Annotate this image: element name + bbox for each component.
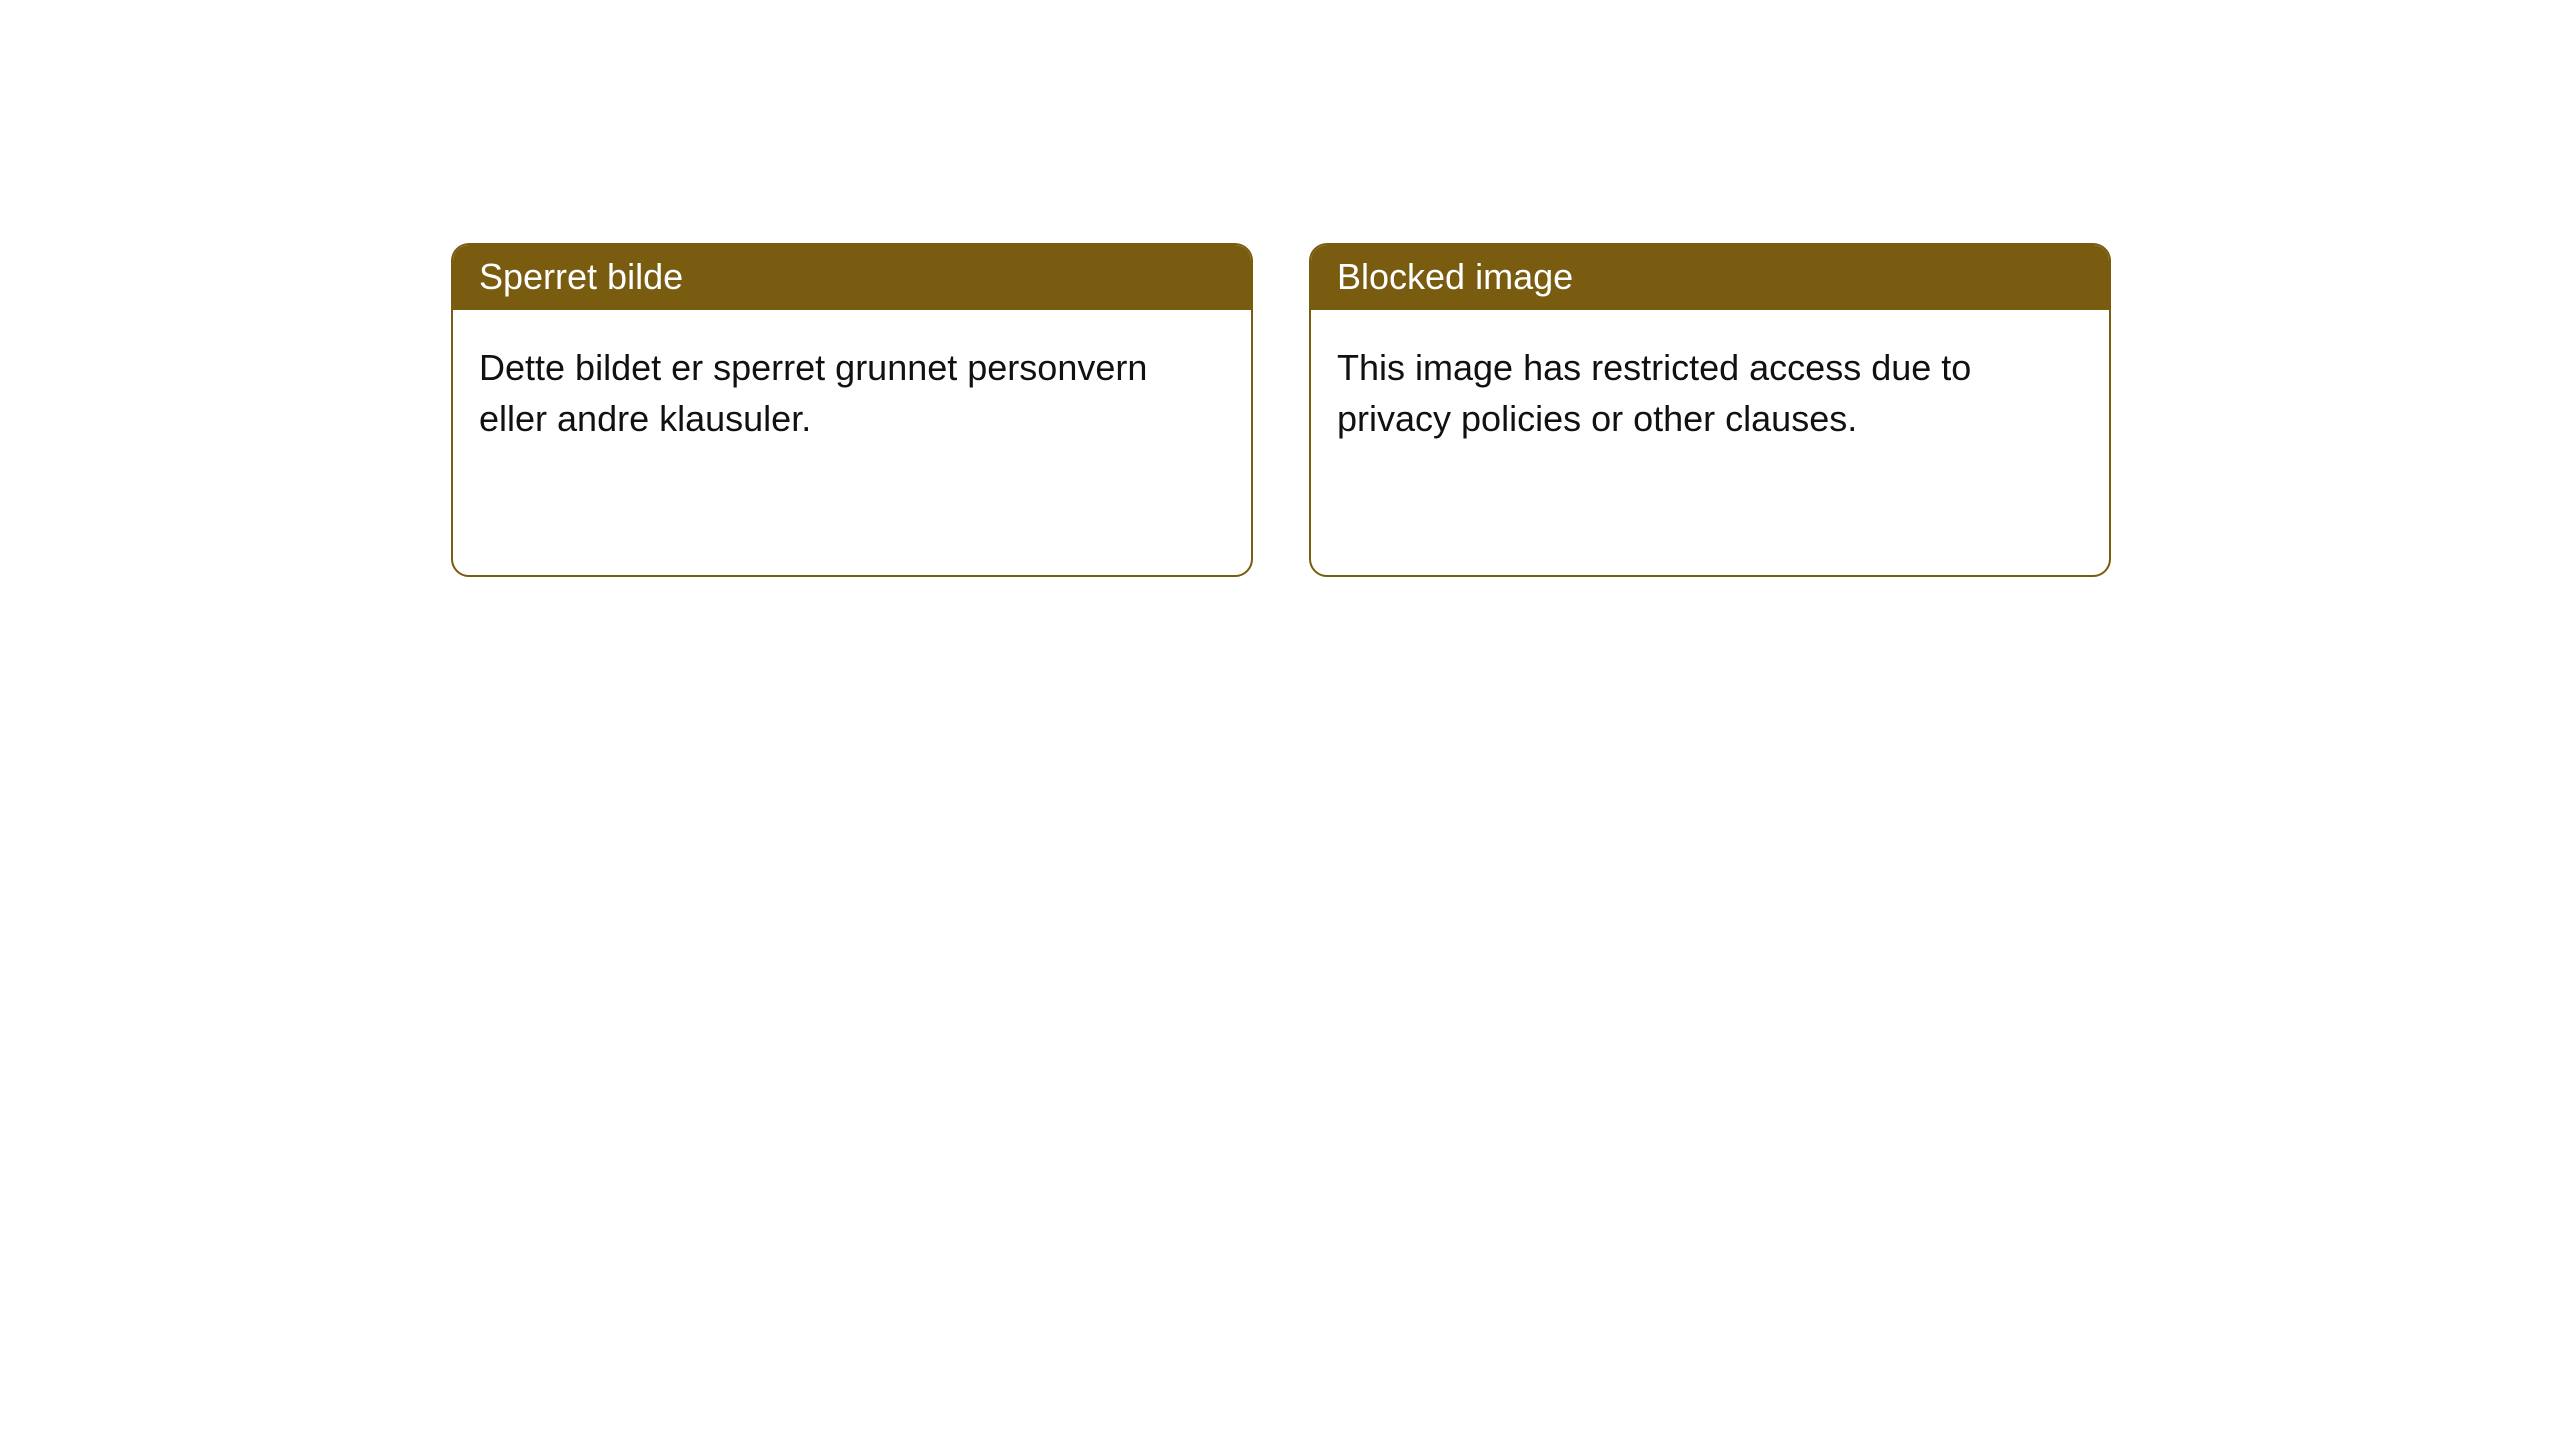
- card-body-en: This image has restricted access due to …: [1311, 310, 2109, 470]
- blocked-image-card-en: Blocked image This image has restricted …: [1309, 243, 2111, 577]
- card-body-no: Dette bildet er sperret grunnet personve…: [453, 310, 1251, 470]
- blocked-image-card-no: Sperret bilde Dette bildet er sperret gr…: [451, 243, 1253, 577]
- card-row: Sperret bilde Dette bildet er sperret gr…: [0, 0, 2560, 577]
- card-title-en: Blocked image: [1311, 245, 2109, 310]
- card-title-no: Sperret bilde: [453, 245, 1251, 310]
